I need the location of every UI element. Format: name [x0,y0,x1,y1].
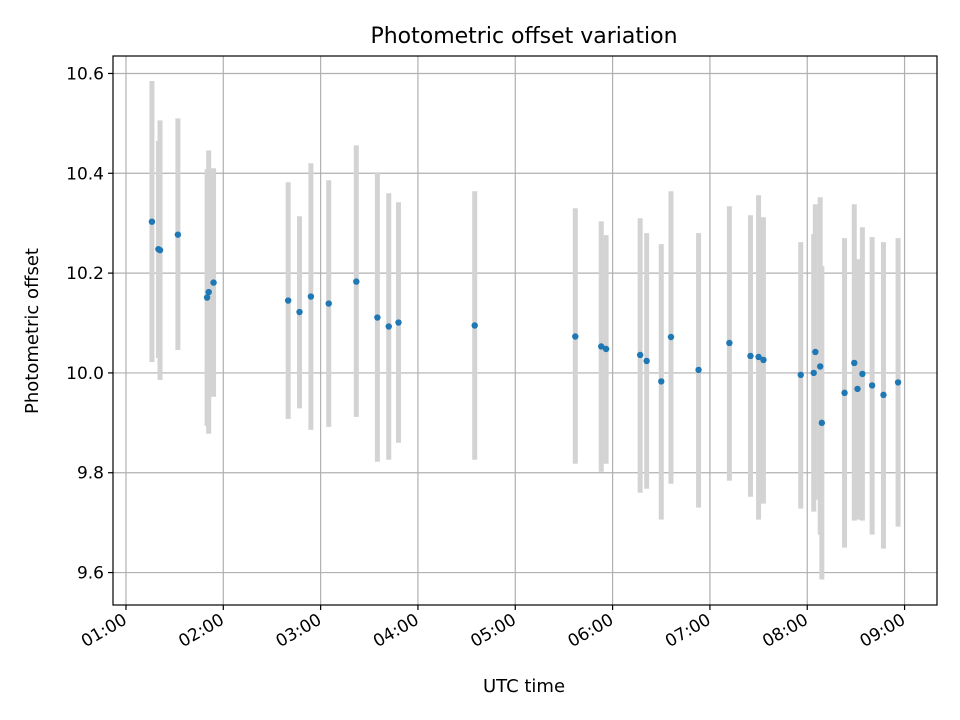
data-point [174,231,182,238]
data-point [643,357,650,365]
data-point [471,322,478,329]
x-tick-label: 05:00 [467,610,519,652]
x-tick-label: 02:00 [175,610,227,652]
y-axis-label: Photometric offset [22,248,43,414]
data-point [374,314,381,321]
chart-title: Photometric offset variation [370,24,677,49]
x-tick-label: 07:00 [662,610,714,652]
data-point [817,363,824,370]
data-point [658,378,665,385]
data-point [851,359,858,367]
data-point [636,351,644,359]
data-point [760,356,767,364]
data-point [148,218,156,225]
x-tick-label: 06:00 [565,610,617,652]
data-point [755,353,762,361]
data-point [598,343,605,350]
data-point [859,370,866,378]
data-point [395,319,402,326]
data-point [797,371,804,379]
data-point [894,379,902,386]
y-tick-label: 10.4 [66,164,104,184]
data-point [667,333,675,341]
data-point [818,419,826,427]
data-point [868,382,876,389]
y-tick-label: 10.2 [66,264,104,284]
data-point [572,333,579,340]
x-axis-label: UTC time [483,676,565,697]
data-point [325,300,332,307]
data-point [284,297,292,304]
x-tick-label: 01:00 [78,610,130,652]
data-point [296,308,303,316]
data-point [602,345,610,353]
x-tick-label: 03:00 [273,610,325,652]
axis-ticks: 01:00 02:00 03:00 04:00 05:00 06:00 07:00 08:00… [66,64,909,651]
x-tick-label: 09:00 [857,610,909,652]
data-point [210,279,217,286]
data-point [695,366,702,374]
data-point [307,293,315,300]
data-point [841,389,848,397]
data-point [156,246,164,254]
y-tick-label: 10.0 [66,364,104,384]
y-tick-label: 9.8 [77,464,104,484]
data-point [880,391,887,399]
data-point [353,278,360,285]
data-point [385,323,392,330]
plot-frame [112,55,938,606]
y-tick-label: 9.6 [77,564,104,584]
x-tick-label: 04:00 [370,610,422,652]
x-tick-label: 08:00 [759,610,811,652]
data-point [726,339,733,347]
y-tick-label: 10.6 [66,64,104,84]
data-point [205,288,212,296]
data-point [810,369,817,377]
errorbars [149,80,901,580]
data-point [747,352,754,360]
data-point [854,385,861,393]
data-point [203,294,211,301]
data-point [812,348,819,356]
data-points [148,218,902,427]
